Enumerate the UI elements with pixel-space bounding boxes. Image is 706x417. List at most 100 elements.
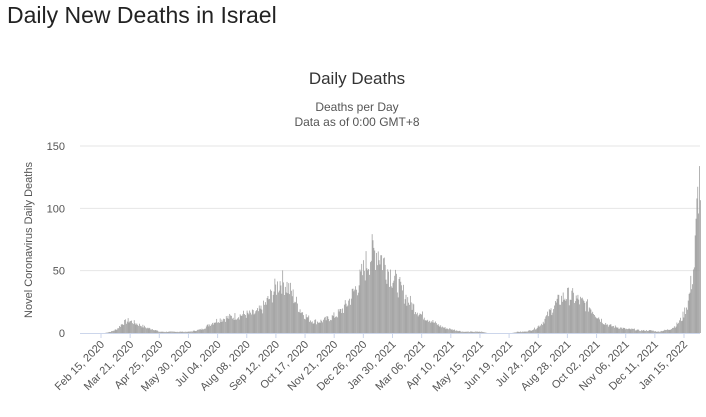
bar xyxy=(604,324,605,333)
bar xyxy=(113,331,114,333)
bar xyxy=(163,332,164,333)
bar xyxy=(178,332,179,333)
bar xyxy=(478,332,479,333)
bar xyxy=(537,328,538,333)
bar xyxy=(209,326,210,333)
bar xyxy=(578,295,579,333)
bar xyxy=(433,323,434,333)
bar xyxy=(520,331,521,333)
bar xyxy=(421,315,422,333)
bar xyxy=(441,327,442,333)
bar xyxy=(606,325,607,333)
bar xyxy=(670,330,671,333)
bar xyxy=(432,322,433,333)
bar xyxy=(655,331,656,333)
bar xyxy=(373,240,374,333)
bar xyxy=(283,282,284,333)
bar xyxy=(253,310,254,333)
bar xyxy=(565,299,566,333)
bar xyxy=(685,314,686,333)
bar xyxy=(193,331,194,333)
bar xyxy=(574,303,575,333)
bar xyxy=(144,326,145,333)
bar xyxy=(523,332,524,333)
bar xyxy=(331,320,332,333)
bar xyxy=(383,258,384,333)
bar xyxy=(452,329,453,333)
bar xyxy=(552,313,553,333)
bar xyxy=(160,332,161,333)
bar xyxy=(285,287,286,333)
bar xyxy=(150,330,151,333)
bar xyxy=(141,326,142,333)
bar xyxy=(547,312,548,333)
bar xyxy=(201,330,202,333)
bar xyxy=(526,332,527,333)
bar xyxy=(586,301,587,333)
bar xyxy=(208,324,209,333)
bar xyxy=(247,311,248,333)
bar xyxy=(319,322,320,333)
bar xyxy=(442,327,443,333)
bar xyxy=(239,320,240,333)
bar xyxy=(659,332,660,333)
bar xyxy=(559,305,560,333)
bar xyxy=(209,324,210,333)
bar xyxy=(347,307,348,333)
bar xyxy=(179,332,180,333)
bar xyxy=(534,328,535,333)
bar xyxy=(308,317,309,333)
bar xyxy=(281,294,282,333)
bar xyxy=(674,326,675,333)
bar xyxy=(413,304,414,333)
bar xyxy=(649,330,650,333)
bar xyxy=(170,331,171,333)
bar xyxy=(399,279,400,333)
bar xyxy=(428,322,429,333)
bar xyxy=(132,323,133,333)
bar xyxy=(152,329,153,333)
bar xyxy=(687,310,688,333)
bar xyxy=(195,331,196,333)
bar xyxy=(604,325,605,333)
bar xyxy=(673,328,674,333)
bar xyxy=(545,319,546,333)
bar xyxy=(304,319,305,333)
bar xyxy=(291,291,292,333)
bar xyxy=(286,293,287,333)
bar xyxy=(564,300,565,333)
bar xyxy=(616,327,617,333)
bar xyxy=(657,332,658,333)
bar xyxy=(279,291,280,333)
bar xyxy=(245,315,246,333)
bar xyxy=(261,310,262,333)
bar xyxy=(293,289,294,333)
bar xyxy=(691,289,692,333)
bar xyxy=(176,332,177,333)
bar xyxy=(159,332,160,333)
bar xyxy=(438,324,439,333)
bar xyxy=(420,313,421,333)
bar xyxy=(433,320,434,333)
bar xyxy=(611,324,612,333)
bar xyxy=(243,311,244,333)
bar xyxy=(592,312,593,333)
bar xyxy=(567,288,568,333)
bar xyxy=(690,293,691,333)
bar xyxy=(364,271,365,333)
bar xyxy=(558,295,559,333)
bar xyxy=(166,332,167,333)
bar xyxy=(587,299,588,333)
bar xyxy=(192,332,193,333)
bar xyxy=(148,328,149,333)
bar xyxy=(652,331,653,333)
bar xyxy=(320,323,321,333)
bar xyxy=(605,323,606,333)
bar xyxy=(127,322,128,333)
bar xyxy=(519,332,520,333)
bar xyxy=(306,314,307,333)
bar xyxy=(389,287,390,333)
